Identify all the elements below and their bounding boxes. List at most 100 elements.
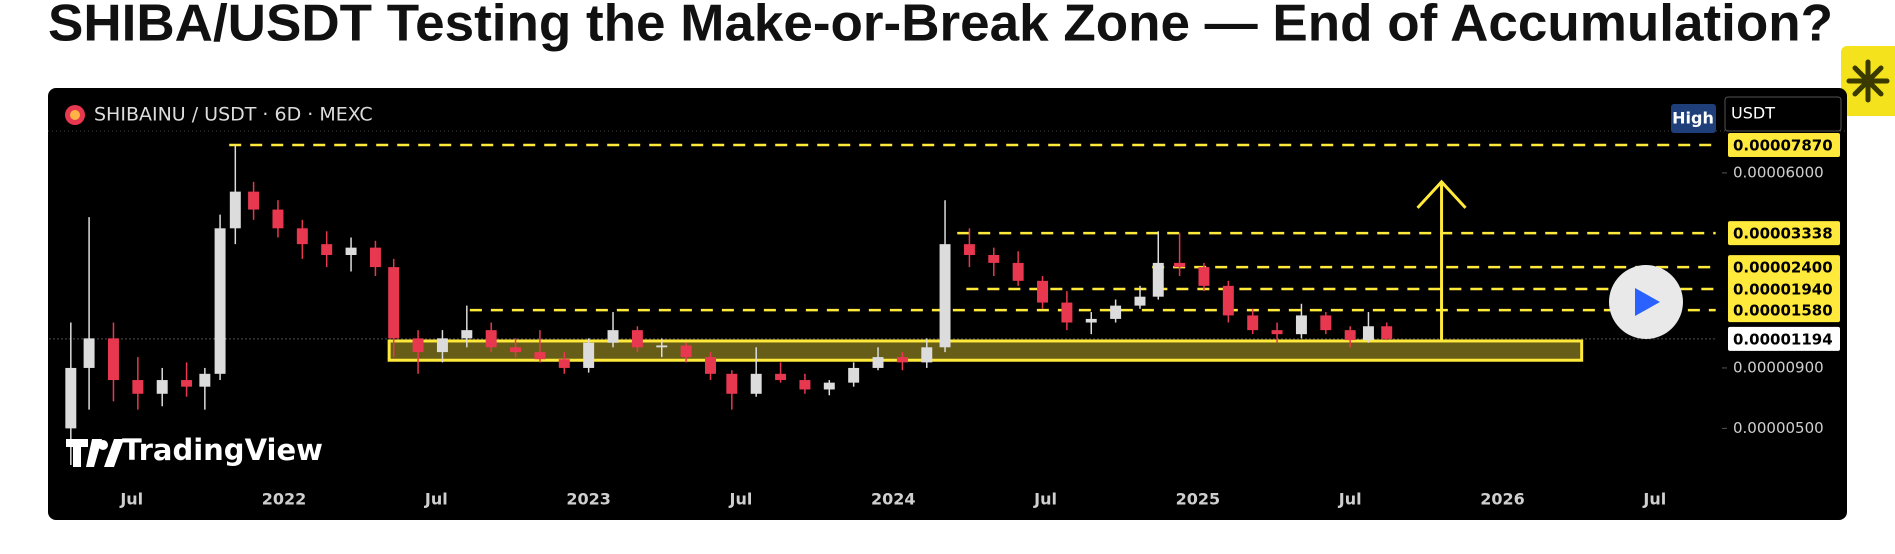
candle-body: [1152, 262, 1164, 297]
target-arrow: [1416, 179, 1467, 341]
candle-body: [1320, 315, 1332, 331]
candle-body: [607, 330, 619, 343]
candle-body: [65, 367, 77, 429]
candle-body: [83, 338, 95, 368]
x-tick-label: Jul: [424, 490, 448, 509]
candle-body: [939, 244, 951, 348]
currency-input[interactable]: [1724, 96, 1842, 132]
candle-body: [485, 330, 497, 348]
x-tick-label: 2023: [566, 490, 611, 509]
level-label: 0.00002400: [1733, 259, 1833, 277]
last-price-label: 0.00001194: [1733, 330, 1833, 348]
logo: [66, 439, 124, 467]
x-tick-label: Jul: [1033, 490, 1057, 509]
candle-body: [726, 373, 738, 394]
y-tick-label: 0.00006000: [1733, 163, 1824, 181]
candle-body: [1381, 326, 1393, 339]
candle-body: [1247, 315, 1259, 331]
candle-body: [248, 191, 260, 210]
x-tick-label: Jul: [119, 490, 143, 509]
candle-body: [156, 380, 168, 394]
level-label-box: [1728, 276, 1840, 301]
candle-body: [369, 247, 381, 268]
candle-body: [132, 380, 144, 394]
last-price-box: [1728, 326, 1840, 351]
candle-body: [534, 352, 546, 360]
candle-body: [1110, 305, 1122, 319]
candle-body: [558, 359, 570, 368]
x-tick-label: 2025: [1176, 490, 1221, 509]
candle-body: [181, 380, 193, 387]
level-label: 0.00007870: [1733, 136, 1833, 154]
level-label: 0.00001940: [1733, 280, 1833, 298]
level-label-box: [1728, 255, 1840, 280]
candle-body: [107, 338, 119, 381]
side-icon[interactable]: [1841, 46, 1895, 116]
level-label-box: [1728, 132, 1840, 157]
x-tick-label: 2024: [871, 490, 916, 509]
candle-body: [412, 338, 424, 353]
candle-body: [631, 330, 643, 348]
candle-body: [988, 254, 1000, 263]
candle-body: [1198, 267, 1210, 286]
candle-body: [1271, 330, 1283, 335]
candle-body: [583, 342, 595, 368]
candle-body: [921, 347, 933, 363]
candle-body: [1037, 280, 1049, 303]
candle-body: [963, 244, 975, 255]
candle-body: [229, 191, 241, 229]
candle-body: [1061, 302, 1073, 323]
x-tick-label: Jul: [1338, 490, 1362, 509]
badge-text: High: [1672, 109, 1714, 128]
candle-body: [321, 244, 333, 255]
y-tick-label: 0.00000900: [1733, 358, 1824, 376]
candle-body: [1085, 318, 1097, 323]
candle-body: [510, 347, 522, 353]
currency-input-text: USDT: [1731, 104, 1775, 123]
candle-body: [1222, 285, 1234, 316]
candle-body: [656, 345, 668, 348]
price-axis: 0.00006000 0.00000900 0.00000500 0.00007870…: [1722, 132, 1840, 437]
candle-body: [296, 228, 308, 245]
candle-body: [1134, 296, 1146, 306]
candle-body: [680, 345, 692, 358]
level-label-box: [1728, 298, 1840, 323]
plot: [49, 143, 1716, 466]
y-tick-label: 0.00000500: [1733, 419, 1824, 437]
candle-body: [750, 373, 762, 394]
candle-body: [775, 373, 787, 381]
candle-body: [823, 382, 835, 390]
x-tick-label: 2022: [262, 490, 307, 509]
accumulation-zone: [387, 339, 1584, 362]
candle-body: [1012, 262, 1024, 281]
x-tick-label: Jul: [1642, 490, 1666, 509]
symbol-header: SHIBAINU / USDT · 6D · MEXC: [94, 104, 373, 126]
candle-body: [1362, 326, 1374, 341]
badge: [1671, 104, 1716, 133]
candle-body: [799, 380, 811, 390]
candle-body: [272, 209, 284, 229]
candle-body: [461, 330, 473, 339]
candle-body: [436, 338, 448, 353]
candle-body: [345, 247, 357, 255]
candle-body: [199, 373, 211, 387]
level-label-box: [1728, 221, 1840, 246]
candle-body: [848, 367, 860, 383]
candle-body: [1174, 262, 1186, 268]
candle-body: [1344, 330, 1356, 341]
candle-body: [705, 357, 716, 374]
page-title: SHIBA/USDT Testing the Make-or-Break Zon…: [48, 0, 1833, 53]
candle-body: [388, 267, 400, 339]
x-tick-label: Jul: [729, 490, 753, 509]
logo-text: TradingView: [122, 433, 323, 467]
candle-body: [214, 228, 226, 374]
candle-body: [896, 357, 908, 363]
level-label: 0.00001580: [1733, 302, 1833, 320]
x-tick-label: 2026: [1480, 490, 1525, 509]
candle-body: [872, 357, 884, 368]
candle-body: [1295, 315, 1307, 335]
level-label: 0.00003338: [1733, 225, 1833, 243]
play-button[interactable]: [1609, 265, 1683, 339]
